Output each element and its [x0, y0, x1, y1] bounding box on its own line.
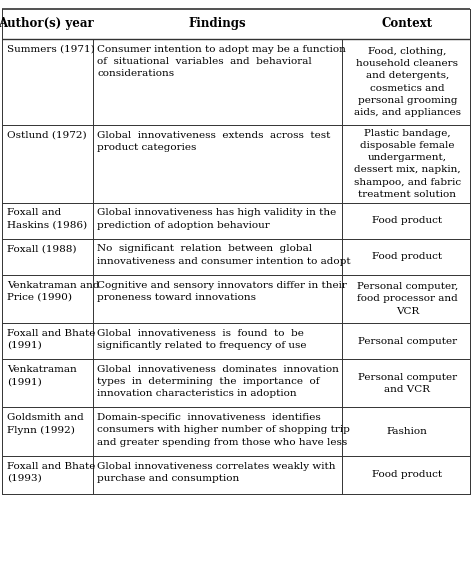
Text: Personal computer: Personal computer: [358, 336, 457, 346]
Text: Foxall and
Haskins (1986): Foxall and Haskins (1986): [7, 208, 87, 229]
Text: Plastic bandage,
disposable female
undergarment,
dessert mix, napkin,
shampoo, a: Plastic bandage, disposable female under…: [354, 129, 461, 198]
Bar: [2, 125, 470, 203]
Bar: [2, 9, 470, 39]
Bar: [2, 203, 470, 239]
Text: Cognitive and sensory innovators differ in their
proneness toward innovations: Cognitive and sensory innovators differ …: [97, 281, 347, 301]
Text: Global  innovativeness  is  found  to  be
significantly related to frequency of : Global innovativeness is found to be sig…: [97, 329, 307, 350]
Text: No  significant  relation  between  global
innovativeness and consumer intention: No significant relation between global i…: [97, 244, 351, 265]
Text: Summers (1971): Summers (1971): [7, 45, 95, 54]
Text: Foxall and Bhate
(1991): Foxall and Bhate (1991): [7, 329, 95, 350]
Text: Personal computer,
food processor and
VCR: Personal computer, food processor and VC…: [357, 282, 458, 315]
Text: Food product: Food product: [372, 470, 442, 480]
Text: Global  innovativeness  extends  across  test
product categories: Global innovativeness extends across tes…: [97, 131, 331, 152]
Text: Domain-specific  innovativeness  identifies
consumers with higher number of shop: Domain-specific innovativeness identifie…: [97, 413, 350, 446]
Text: Consumer intention to adopt may be a function
of  situational  variables  and  b: Consumer intention to adopt may be a fun…: [97, 45, 346, 78]
Text: Author(s) year: Author(s) year: [0, 17, 94, 30]
Bar: [2, 456, 470, 494]
Text: Food product: Food product: [372, 216, 442, 225]
Text: Global innovativeness has high validity in the
prediction of adoption behaviour: Global innovativeness has high validity …: [97, 208, 337, 229]
Text: Food, clothing,
household cleaners
and detergents,
cosmetics and
personal groomi: Food, clothing, household cleaners and d…: [354, 47, 461, 117]
Text: Context: Context: [382, 17, 433, 30]
Bar: [2, 39, 470, 125]
Text: Venkatraman
(1991): Venkatraman (1991): [7, 365, 77, 386]
Text: Goldsmith and
Flynn (1992): Goldsmith and Flynn (1992): [7, 413, 84, 435]
Text: Findings: Findings: [189, 17, 246, 30]
Text: Personal computer
and VCR: Personal computer and VCR: [358, 372, 457, 394]
Bar: [2, 359, 470, 407]
Bar: [2, 323, 470, 359]
Bar: [2, 407, 470, 456]
Text: Venkatraman and
Price (1990): Venkatraman and Price (1990): [7, 281, 100, 301]
Text: Global  innovativeness  dominates  innovation
types  in  determining  the  impor: Global innovativeness dominates innovati…: [97, 365, 339, 398]
Text: Fashion: Fashion: [387, 427, 428, 436]
Text: Foxall (1988): Foxall (1988): [7, 244, 76, 253]
Bar: [2, 239, 470, 275]
Text: Foxall and Bhate
(1993): Foxall and Bhate (1993): [7, 462, 95, 482]
Bar: [2, 275, 470, 323]
Text: Global innovativeness correlates weakly with
purchase and consumption: Global innovativeness correlates weakly …: [97, 462, 336, 482]
Text: Ostlund (1972): Ostlund (1972): [7, 131, 87, 140]
Text: Food product: Food product: [372, 252, 442, 261]
